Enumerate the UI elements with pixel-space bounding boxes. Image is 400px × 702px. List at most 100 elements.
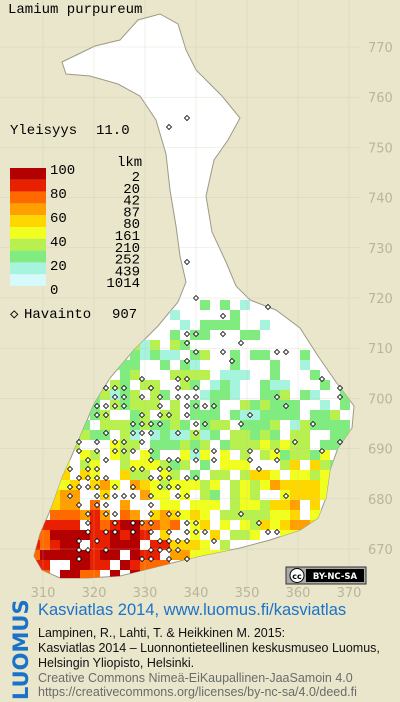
observation-marker [93,465,101,473]
cell [34,520,40,530]
cell [310,370,320,380]
cell [290,430,300,440]
cell [100,420,110,430]
cell [120,470,130,480]
cell [130,540,140,550]
citation-line: Kasviatlas 2014 – Luonnontieteellinen ke… [38,641,380,655]
badge-cc: cc [292,572,302,581]
cell [310,540,320,550]
cell [90,460,100,470]
observation-marker [174,375,182,383]
cell [240,470,250,480]
observation-marker [210,456,218,464]
cell [320,490,330,500]
cell [130,410,140,420]
observation-marker [93,474,101,482]
cell [330,520,340,530]
cell [270,560,280,570]
cell [310,480,320,490]
cell [200,540,210,550]
observation-marker [165,510,173,518]
cell [200,410,210,420]
cell [34,490,40,500]
cell [320,350,330,360]
cell [190,500,200,510]
cell [190,360,200,370]
cell [310,470,320,480]
observation-marker [111,483,119,491]
cell [210,580,220,590]
cell [80,550,90,560]
cell [260,480,270,490]
cell [330,500,340,510]
observation-marker [129,429,137,437]
cell [180,540,190,550]
cell [60,550,70,560]
cell [280,390,290,400]
cell [300,550,310,560]
cell [170,580,180,590]
cell [300,520,310,530]
observation-marker [264,303,272,311]
observation-marker [75,483,83,491]
observation-marker [219,330,227,338]
observation-marker [66,465,74,473]
observation-marker [102,429,110,437]
cell [230,510,240,520]
cell [290,470,300,480]
cell [280,540,290,550]
cell [350,450,354,460]
cell [250,430,260,440]
cell [330,430,340,440]
cell [330,490,340,500]
cell [220,420,230,430]
cell [280,530,290,540]
observation-marker [111,492,119,500]
cell [270,380,280,390]
observation-marker [120,447,128,455]
observation-label: Havainto [24,307,91,323]
cell [220,560,230,570]
cell [130,520,140,530]
cell [250,570,260,578]
cell [120,370,130,380]
legend-count: 20 [123,182,140,198]
cell [230,440,240,450]
observation-marker [318,447,326,455]
cell [210,470,220,480]
cell [260,430,270,440]
cell [34,450,40,460]
observation-marker [102,501,110,509]
cell [34,570,40,578]
cell [70,500,80,510]
license-line: Creative Commons Nimeä-EiKaupallinen-Jaa… [38,671,353,685]
cell [210,390,220,400]
cell [130,430,140,440]
cell [310,390,320,400]
cell [120,530,130,540]
observation-marker [165,537,173,545]
observation-marker [129,465,137,473]
observation-marker [291,438,299,446]
observation-marker [84,456,92,464]
legend-scale-label: 0 [50,283,58,299]
cell [170,440,180,450]
cell [70,570,80,578]
cell [34,420,40,430]
cell [70,360,80,370]
cell [330,460,340,470]
headline[interactable]: Kasviatlas 2014, www.luomus.fi/kasviatla… [38,601,346,619]
legend-swatch [10,203,46,216]
cell [350,500,354,510]
cell [230,320,240,330]
cell [240,530,250,540]
cell [230,570,240,578]
cell [60,490,70,500]
cell [240,570,250,578]
cell [90,480,100,490]
observation-marker [246,456,254,464]
cell [40,520,50,530]
observation-marker [129,483,137,491]
cell [300,470,310,480]
observation-marker [102,411,110,419]
